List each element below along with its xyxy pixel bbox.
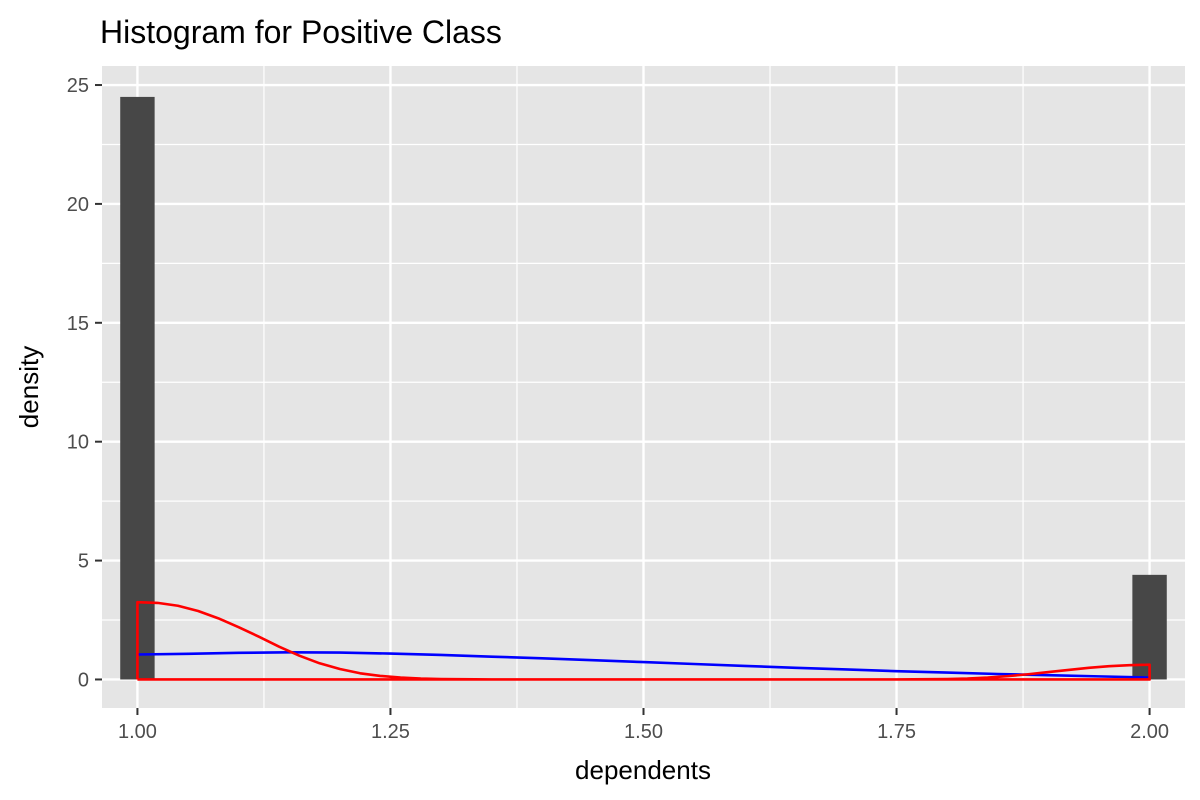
y-tick-label: 20 <box>67 194 89 216</box>
y-axis-title: density <box>14 346 44 428</box>
density-outline-red <box>136 600 1151 681</box>
y-tick-label: 10 <box>67 432 89 454</box>
histogram-bar <box>1132 574 1167 680</box>
x-axis-title: dependents <box>575 755 711 785</box>
histogram-bar <box>120 96 155 680</box>
histogram-bars <box>120 96 1167 680</box>
x-axis-ticks: 1.00 1.25 1.50 1.75 2.00 <box>118 708 1169 743</box>
x-tick-label: 1.25 <box>371 721 410 743</box>
y-tick-label: 15 <box>67 313 89 335</box>
x-tick-label: 2.00 <box>1130 721 1169 743</box>
chart-title: Histogram for Positive Class <box>100 14 502 50</box>
y-tick-label: 5 <box>78 551 89 573</box>
y-tick-label: 0 <box>78 669 89 691</box>
x-tick-label: 1.50 <box>624 721 663 743</box>
y-tick-label: 25 <box>67 75 89 97</box>
y-axis-ticks: 0 5 10 15 20 25 <box>67 75 102 691</box>
x-tick-label: 1.00 <box>118 721 157 743</box>
x-tick-label: 1.75 <box>877 721 916 743</box>
density-line-blue <box>137 651 1150 679</box>
density-lines <box>136 600 1151 681</box>
